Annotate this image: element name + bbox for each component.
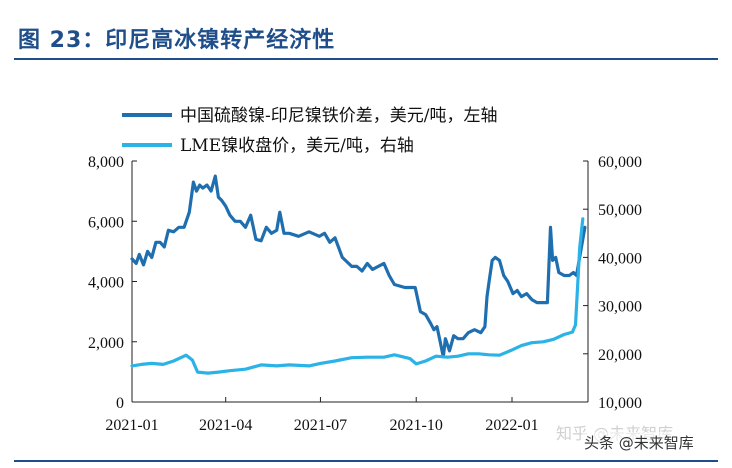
right-tick-label: 60,000 [598,154,642,171]
left-tick-label: 2,000 [88,335,124,352]
legend-label-1: 中国硫酸镍-印尼镍铁价差，美元/吨，左轴 [180,106,497,126]
left-tick-label: 8,000 [88,154,124,171]
legend-label-2: LME镍收盘价，美元/吨，右轴 [180,136,414,156]
left-tick-label: 0 [116,395,124,412]
series-line-2 [130,217,585,375]
x-tick-label: 2021-01 [105,417,158,434]
right-tick-label: 20,000 [598,347,642,364]
x-tick-label: 2021-10 [390,417,443,434]
chart-axes: 0 2,000 4,000 6,000 8,000 10,000 20,000 30,000 4… [88,154,642,434]
x-tick-label: 2021-07 [294,417,347,434]
series-layer [130,174,587,375]
figure-title: 图 23：印尼高冰镍转产经济性 [18,28,336,53]
left-tick-label: 4,000 [88,275,124,292]
right-tick-label: 50,000 [598,202,642,219]
x-tick-label: 2022-01 [485,417,538,434]
legend: 中国硫酸镍-印尼镍铁价差，美元/吨，左轴 LME镍收盘价，美元/吨，右轴 [122,106,497,156]
watermark: 头条 @未来智库 [582,432,696,453]
right-tick-label: 30,000 [598,299,642,316]
x-tick-label: 2021-04 [199,417,252,434]
series-line-1 [130,174,587,359]
right-tick-label: 40,000 [598,250,642,267]
bottom-rule [14,460,718,462]
title-rule [14,58,718,60]
right-tick-label: 10,000 [598,395,642,412]
left-tick-label: 6,000 [88,214,124,231]
